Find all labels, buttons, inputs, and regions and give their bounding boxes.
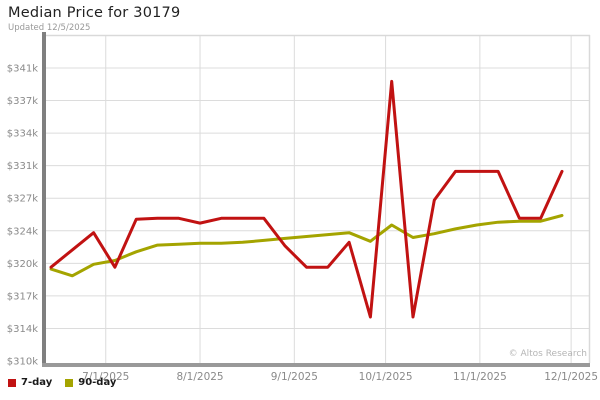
y-tick-label: $317k	[7, 291, 38, 302]
x-tick-label: 7/1/2025	[82, 371, 129, 383]
x-tick-label: 9/1/2025	[271, 371, 318, 383]
series-90-day-line	[49, 214, 564, 278]
y-tick-label: $341k	[7, 64, 38, 75]
legend-swatch-90day-icon	[65, 378, 74, 387]
legend-item-90day: 90-day	[65, 377, 116, 388]
chart-title: Median Price for 30179	[8, 5, 181, 21]
y-tick-label: $334k	[7, 129, 38, 140]
y-tick-label: $324k	[7, 226, 38, 237]
y-tick-label: $331k	[7, 161, 38, 172]
y-tick-label: $337k	[7, 96, 38, 107]
y-tick-label: $310k	[7, 357, 38, 368]
y-tick-label: $327k	[7, 194, 38, 205]
legend-label-7day: 7-day	[21, 377, 53, 388]
x-tick-label: 10/1/2025	[359, 371, 413, 383]
plot-border-bottom	[42, 363, 590, 367]
legend-swatch-7day-icon	[8, 378, 16, 387]
x-tick-label: 8/1/2025	[176, 371, 223, 383]
plot-border-left	[42, 32, 46, 367]
legend-label-90day: 90-day	[78, 377, 117, 388]
series-7-day-line	[49, 79, 564, 319]
legend-item-7day: 7-day	[8, 377, 52, 388]
legend: 7-day 90-day	[8, 377, 123, 388]
x-tick-label: 12/1/2025	[544, 371, 598, 383]
y-tick-label: $320k	[7, 259, 38, 270]
watermark-text: © Altos Research	[509, 349, 587, 359]
y-tick-label: $314k	[7, 324, 38, 335]
chart-subtitle: Updated 12/5/2025	[8, 23, 91, 33]
x-tick-label: 11/1/2025	[453, 371, 507, 383]
